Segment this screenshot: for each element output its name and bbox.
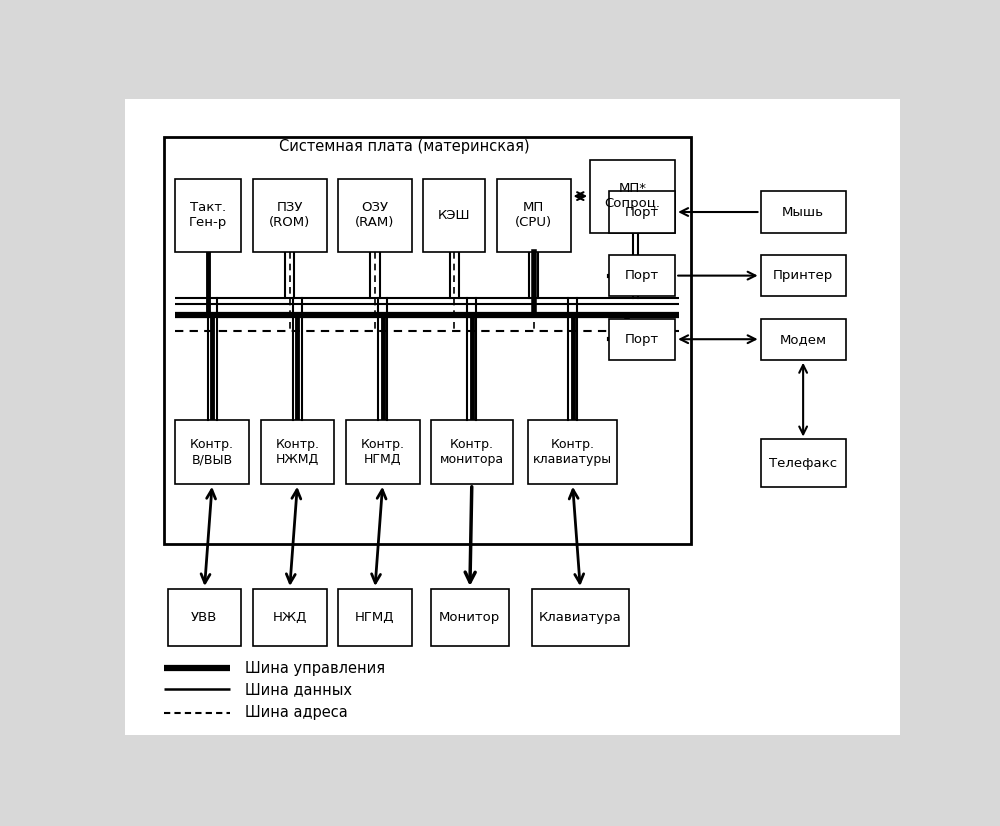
Bar bbox=[761, 439, 846, 487]
Text: Клавиатура: Клавиатура bbox=[539, 611, 622, 624]
Bar bbox=[532, 589, 629, 646]
Text: Принтер: Принтер bbox=[773, 269, 833, 282]
Bar bbox=[497, 178, 571, 252]
Text: Мышь: Мышь bbox=[782, 206, 824, 219]
Bar bbox=[761, 319, 846, 360]
Text: Шина управления: Шина управления bbox=[245, 661, 385, 676]
Text: Контр.
клавиатуры: Контр. клавиатуры bbox=[533, 438, 612, 466]
Bar bbox=[253, 589, 326, 646]
Text: Системная плата (материнская): Системная плата (материнская) bbox=[279, 140, 529, 154]
Text: Контр.
монитора: Контр. монитора bbox=[440, 438, 504, 466]
Text: Шина адреса: Шина адреса bbox=[245, 705, 348, 720]
Bar bbox=[346, 420, 420, 484]
Text: МП
(CPU): МП (CPU) bbox=[515, 202, 552, 229]
Bar bbox=[423, 178, 485, 252]
Text: ОЗУ
(RAM): ОЗУ (RAM) bbox=[355, 202, 395, 229]
Bar bbox=[338, 589, 412, 646]
Text: Контр.
НГМД: Контр. НГМД bbox=[361, 438, 405, 466]
Text: КЭШ: КЭШ bbox=[438, 209, 471, 221]
Bar bbox=[261, 420, 334, 484]
Bar bbox=[590, 159, 675, 233]
Bar bbox=[761, 255, 846, 297]
Text: Контр.
В/ВЫВ: Контр. В/ВЫВ bbox=[190, 438, 234, 466]
Bar bbox=[609, 255, 675, 297]
Text: Модем: Модем bbox=[780, 333, 827, 346]
Bar bbox=[761, 192, 846, 233]
Text: Шина данных: Шина данных bbox=[245, 681, 352, 697]
Bar bbox=[175, 420, 249, 484]
Bar bbox=[253, 178, 326, 252]
Text: УВВ: УВВ bbox=[191, 611, 218, 624]
Bar bbox=[168, 589, 241, 646]
Text: Порт: Порт bbox=[625, 333, 659, 346]
Bar bbox=[431, 589, 509, 646]
Text: Телефакс: Телефакс bbox=[769, 457, 837, 470]
Text: Такт.
Ген-р: Такт. Ген-р bbox=[189, 202, 227, 229]
Text: Порт: Порт bbox=[625, 206, 659, 219]
Bar bbox=[164, 137, 691, 544]
Text: Контр.
НЖМД: Контр. НЖМД bbox=[275, 438, 319, 466]
Bar bbox=[609, 192, 675, 233]
Bar bbox=[338, 178, 412, 252]
Bar bbox=[175, 178, 241, 252]
Text: ПЗУ
(ROM): ПЗУ (ROM) bbox=[269, 202, 310, 229]
Text: НЖД: НЖД bbox=[272, 611, 307, 624]
Text: Порт: Порт bbox=[625, 269, 659, 282]
Bar bbox=[609, 319, 675, 360]
Text: МП*
Сопроц.: МП* Сопроц. bbox=[605, 182, 661, 210]
Bar bbox=[528, 420, 617, 484]
Bar bbox=[431, 420, 512, 484]
Text: НГМД: НГМД bbox=[355, 611, 395, 624]
Text: Монитор: Монитор bbox=[439, 611, 501, 624]
